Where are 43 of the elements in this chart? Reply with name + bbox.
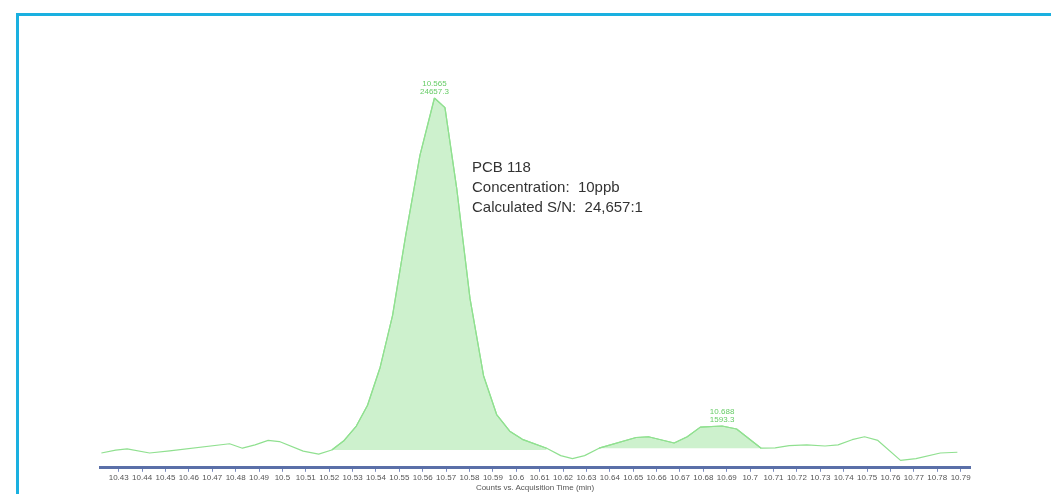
x-tick-label: 10.75 [857, 472, 878, 482]
x-tick-label: 10.58 [459, 472, 481, 482]
x-tick-label: 10.48 [225, 472, 247, 482]
x-tick-label: 10.68 [693, 472, 714, 482]
x-tick-label: 10.65 [623, 472, 644, 482]
x-tick-label: 10.44 [132, 472, 153, 482]
x-tick-label: 10.55 [389, 472, 410, 482]
x-tick-label: 10.51 [295, 472, 317, 482]
x-tick-label: 10.63 [576, 472, 598, 482]
x-tick-label: 10.79 [950, 472, 972, 482]
x-tick-label: 10.43 [108, 472, 130, 482]
x-tick-label: 10.47 [202, 472, 223, 482]
annotation: 10.565 24657.3 [419, 79, 450, 97]
x-tick-label: 10.71 [763, 472, 785, 482]
x-tick-label: 10.49 [249, 472, 270, 482]
x-tick-label: 10.6 [508, 472, 525, 482]
x-tick-label: 10.45 [155, 472, 177, 482]
x-tick-label: 10.62 [553, 472, 574, 482]
x-tick-label: 10.74 [833, 472, 855, 482]
x-tick-label: 10.53 [342, 472, 364, 482]
x-tick-label: 10.61 [529, 472, 551, 482]
x-tick-label: 10.72 [786, 472, 808, 482]
x-tick-label: 10.69 [716, 472, 738, 482]
x-tick-label: 10.59 [482, 472, 504, 482]
x-tick-label: 10.64 [599, 472, 621, 482]
x-tick-label: 10.7 [742, 472, 759, 482]
x-tick-label: 10.57 [436, 472, 457, 482]
x-tick-label: 10.56 [412, 472, 434, 482]
annotation: 10.688 1593.3 [709, 407, 735, 425]
x-tick-label: 10.78 [927, 472, 948, 482]
x-tick-label: 10.76 [880, 472, 902, 482]
annotation: Calculated S/N: 24,657:1 [472, 197, 643, 215]
x-tick-label: 10.67 [669, 472, 691, 482]
x-tick-label: 10.46 [178, 472, 200, 482]
x-tick-label: 10.73 [810, 472, 831, 482]
x-tick-label: 10.52 [319, 472, 340, 482]
x-tick-label: 10.5 [274, 472, 291, 482]
x-axis-title: Counts vs. Acquisition Time (min) [475, 483, 595, 493]
x-tick-label: 10.54 [365, 472, 387, 482]
annotation: PCB 118 [472, 157, 531, 175]
annotation: Concentration: 10ppb [472, 177, 620, 195]
x-tick-label: 10.77 [903, 472, 925, 482]
x-tick-label: 10.66 [646, 472, 668, 482]
